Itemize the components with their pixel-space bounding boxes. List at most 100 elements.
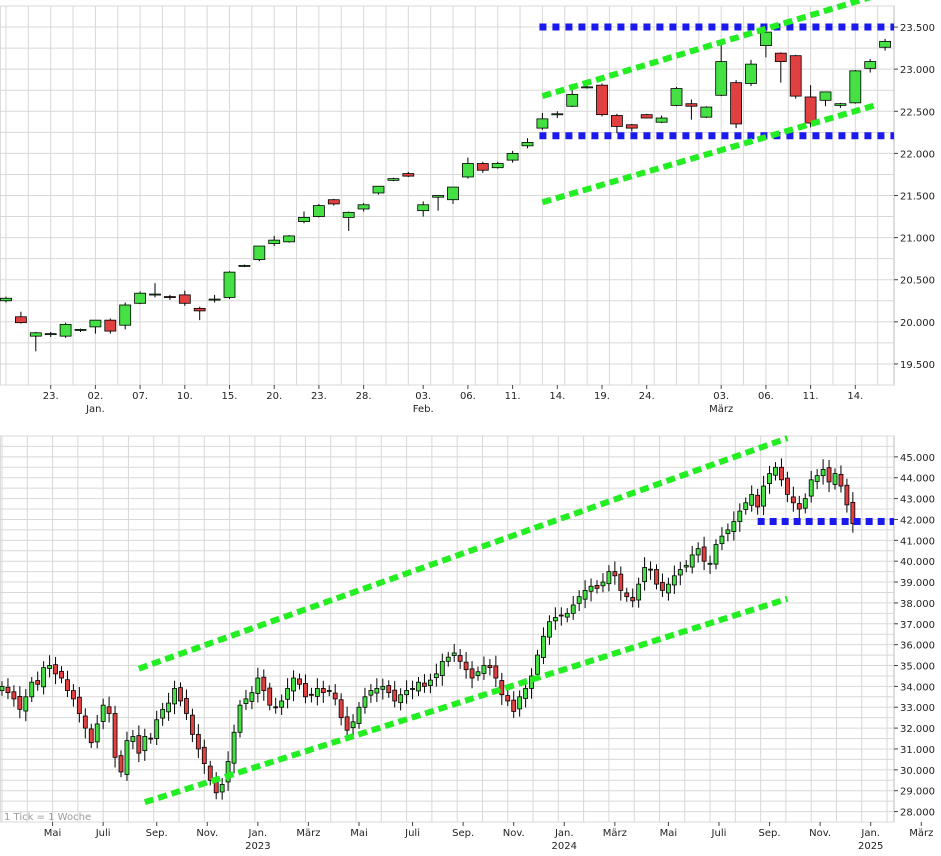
x-tick-label: März [603, 828, 627, 839]
candle-up [849, 70, 862, 104]
candle-up [0, 685, 5, 691]
x-tick-label: Mai [44, 828, 62, 839]
candle-down [790, 496, 796, 504]
candle-up [761, 485, 766, 507]
candle-down [178, 294, 191, 304]
y-tick-label: 22.000 [900, 149, 935, 160]
candle-up [606, 571, 612, 585]
candle-up [100, 704, 106, 722]
x-tick-label: 14. [847, 391, 863, 402]
x-tick-label: 02. [87, 391, 103, 402]
candle-down [422, 682, 427, 687]
candle-up [44, 333, 57, 336]
candle-up [481, 665, 487, 674]
candle-up [636, 583, 642, 601]
candle-up [570, 604, 576, 614]
candle-up [23, 696, 29, 712]
candle-up [427, 679, 433, 686]
candle-down [201, 746, 207, 764]
candle-up [74, 329, 87, 331]
x-tick-label: 19. [594, 391, 610, 402]
candle-down [392, 689, 398, 702]
y-tick-label: 43.000 [900, 495, 935, 506]
y-tick-label: 22.500 [900, 107, 935, 118]
candle-up [372, 185, 385, 194]
candle-up [582, 590, 588, 600]
candle-up [154, 719, 160, 739]
candle-down [624, 592, 630, 598]
candle-up [29, 332, 42, 337]
candle-up [279, 700, 285, 708]
candle-up [445, 656, 451, 662]
tick-footnote: 1 Tick = 1 Woche [4, 812, 91, 823]
candle-up [588, 585, 594, 592]
candle-down [59, 670, 64, 679]
candle-up [536, 118, 549, 129]
candle-up [387, 178, 400, 181]
candle-down [844, 484, 850, 506]
candle-down [505, 695, 511, 702]
x-tick-label: Jan. [554, 828, 574, 839]
candle-up [506, 152, 519, 161]
candle-up [130, 736, 136, 742]
y-tick-label: 20.500 [900, 276, 935, 287]
candle-up [225, 761, 231, 783]
candle-up [447, 186, 459, 201]
candle-up [707, 562, 713, 565]
candle-up [725, 529, 731, 535]
candle-up [683, 564, 689, 568]
y-tick-label: 41.000 [900, 536, 935, 547]
candle-up [134, 292, 147, 304]
candle-up [535, 654, 540, 675]
y-tick-label: 39.000 [900, 578, 935, 589]
x-tick-label: Nov. [809, 828, 831, 839]
y-tick-label: 45.000 [900, 453, 935, 464]
candle-up [719, 535, 725, 545]
candle-down [82, 715, 88, 729]
candle-down [779, 466, 784, 481]
candle-down [618, 573, 624, 591]
candle-up [374, 688, 380, 694]
candle-up [491, 163, 504, 169]
candle-up [547, 621, 552, 638]
candle-down [596, 84, 608, 116]
candle-down [303, 683, 308, 698]
candle-up [238, 265, 251, 267]
candle-down [148, 737, 154, 740]
y-tick-label: 44.000 [900, 474, 935, 485]
candle-down [850, 501, 856, 525]
candle-up [357, 204, 370, 210]
candle-up [864, 61, 877, 69]
candle-up [410, 688, 415, 690]
candle-up [689, 554, 695, 568]
candle-up [326, 690, 332, 692]
candle-up [700, 106, 713, 118]
x-tick-label: Juli [95, 828, 111, 839]
candle-down [826, 467, 832, 483]
trend-channel-line [137, 435, 789, 672]
candle-down [184, 698, 189, 714]
trend-channel-line [541, 0, 872, 99]
x-tick-label: 23. [43, 391, 59, 402]
x-tick-label: Mai [660, 828, 678, 839]
candle-up [581, 86, 593, 89]
candle-down [104, 319, 117, 332]
candle-up [451, 652, 457, 656]
candle-down [273, 706, 279, 709]
x-year-label: 2024 [552, 841, 577, 852]
x-tick-label: Juli [711, 828, 727, 839]
candle-down [457, 655, 463, 662]
candle-down [71, 690, 76, 700]
candle-down [14, 316, 27, 324]
candle-down [35, 680, 41, 685]
top-daily-chart: 19.500 20.000 20.500 21.000 21.500 22.000 22.5… [0, 0, 935, 415]
candle-up [285, 688, 291, 700]
x-tick-label: Nov. [196, 828, 218, 839]
candle-down [511, 699, 517, 712]
candle-down [701, 546, 707, 562]
candle-down [163, 296, 176, 298]
y-tick-label: 34.000 [900, 682, 935, 693]
candle-up [670, 88, 683, 106]
candle-up [283, 235, 296, 243]
candle-up [819, 91, 832, 101]
